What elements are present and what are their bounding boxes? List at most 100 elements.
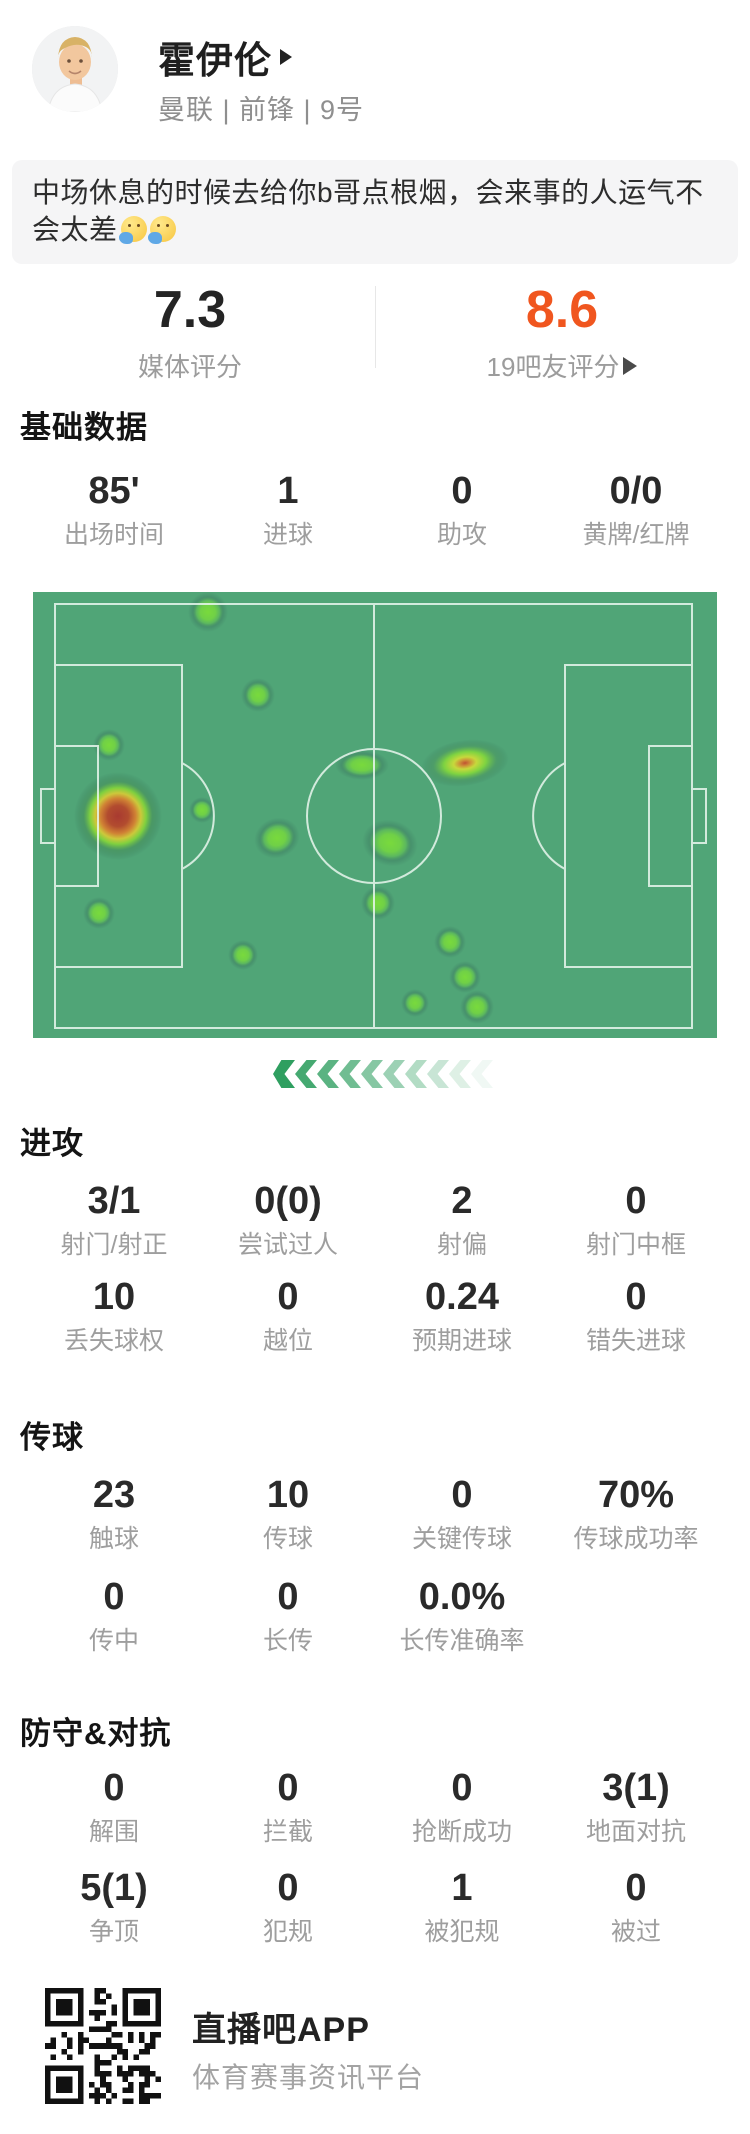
stat-cell: 5(1) 争顶	[27, 1865, 201, 1949]
stat-label: 抢断成功	[411, 1818, 512, 1846]
stat-label: 越位	[262, 1327, 313, 1355]
stat-cell: 0 关键传球	[375, 1472, 549, 1556]
fans-rating-label: 19吧友评分	[392, 347, 732, 384]
passing-stats-row: 23 触球 10 传球 0 关键传球 70% 传球成功率	[27, 1472, 723, 1556]
stat-label: 地面对抗	[585, 1818, 686, 1846]
stat-label: 传球成功率	[573, 1525, 699, 1553]
avatar	[32, 26, 118, 112]
heat-blob-green	[401, 989, 429, 1017]
section-title-defense: 防守&对抗	[20, 1716, 172, 1751]
stat-label: 被过	[610, 1918, 661, 1946]
stat-value: 5(1)	[80, 1867, 148, 1909]
heat-blob-green	[434, 926, 466, 958]
stat-label: 错失进球	[585, 1327, 686, 1355]
stat-cell: 0 拦截	[201, 1765, 375, 1849]
stat-value: 1	[451, 1867, 473, 1909]
name-expand-arrow-icon	[280, 49, 292, 65]
stat-cell: 3(1) 地面对抗	[549, 1765, 723, 1849]
heat-blobs	[74, 592, 509, 1024]
defense-stats-row: 5(1) 争顶 0 犯规 1 被犯规 0 被过	[27, 1865, 723, 1949]
stat-cell: 0/0 黄牌/红牌	[549, 468, 723, 552]
stat-cell: 0 解围	[27, 1765, 201, 1849]
stat-cell: 0.24 预期进球	[375, 1274, 549, 1358]
stat-label: 关键传球	[411, 1525, 512, 1553]
attack-direction-chevrons-icon	[273, 1060, 493, 1088]
basic-stats-row: 85' 出场时间 1 进球 0 助攻 0/0 黄牌/红牌	[27, 468, 723, 552]
stat-value: 0	[277, 1767, 299, 1809]
stat-cell: 1 进球	[201, 468, 375, 552]
stat-label: 射门/射正	[60, 1231, 168, 1259]
stat-value: 0	[277, 1276, 299, 1318]
stat-value: 70%	[597, 1474, 675, 1516]
attack-stats-row: 3/1 射门/射正 0(0) 尝试过人 2 射偏 0 射门中框	[27, 1178, 723, 1262]
stat-cell: 0 长传	[201, 1574, 375, 1658]
stat-label: 尝试过人	[237, 1231, 338, 1259]
stat-label: 射偏	[436, 1231, 487, 1259]
stat-value: 10	[92, 1276, 136, 1318]
stat-cell: 85' 出场时间	[27, 468, 201, 552]
heat-blob-hot	[421, 739, 509, 787]
stat-value: 0	[625, 1867, 647, 1909]
heat-blob-green	[460, 990, 494, 1024]
heat-blob-red	[74, 772, 162, 860]
stat-value: 3/1	[87, 1180, 141, 1222]
stat-value: 0	[277, 1576, 299, 1618]
stat-label: 传中	[88, 1627, 139, 1655]
stat-cell: 0 越位	[201, 1274, 375, 1358]
chevron-left-icon	[361, 1060, 383, 1088]
stat-cell: 0(0) 尝试过人	[201, 1178, 375, 1262]
stat-label: 长传	[262, 1627, 313, 1655]
heat-blob-green	[254, 817, 300, 859]
stat-cell: 0 助攻	[375, 468, 549, 552]
stat-value: 0	[451, 470, 473, 512]
stat-cell: 0 被过	[549, 1865, 723, 1949]
rating-divider	[375, 286, 376, 368]
fans-rating-value: 8.6	[525, 281, 599, 339]
stat-value: 0	[625, 1180, 647, 1222]
player-photo	[32, 26, 118, 112]
stat-value: 10	[266, 1474, 310, 1516]
fans-rating-arrow-icon	[623, 357, 638, 375]
stat-cell: 1 被犯规	[375, 1865, 549, 1949]
stat-value: 2	[451, 1180, 473, 1222]
praying-emoji	[118, 216, 147, 244]
qr-code	[45, 1988, 161, 2104]
player-name-text: 霍伊伦	[158, 40, 272, 81]
stat-label: 进球	[262, 521, 313, 549]
heat-blob-green	[228, 940, 258, 970]
stat-cell: 3/1 射门/射正	[27, 1178, 201, 1262]
stat-cell	[549, 1574, 723, 1658]
chevron-left-icon	[471, 1060, 493, 1088]
stat-value: 85'	[88, 470, 140, 512]
stat-value: 0.0%	[418, 1576, 506, 1618]
player-heatmap	[33, 592, 717, 1038]
media-rating-value: 7.3	[153, 281, 227, 339]
player-name[interactable]: 霍伊伦	[158, 30, 292, 84]
stat-label: 黄牌/红牌	[582, 521, 690, 549]
stat-label: 被犯规	[424, 1918, 500, 1946]
pitch-lines	[40, 603, 707, 1029]
stat-value: 0(0)	[254, 1180, 322, 1222]
heat-blob-green	[361, 886, 395, 920]
stat-label: 预期进球	[411, 1327, 512, 1355]
media-rating: 7.3 媒体评分	[20, 283, 360, 384]
stat-value: 0	[277, 1867, 299, 1909]
heat-blob-green	[188, 592, 228, 632]
stat-cell: 23 触球	[27, 1472, 201, 1556]
stat-value: 0/0	[609, 470, 663, 512]
heat-blob-green	[241, 678, 275, 712]
chevron-left-icon	[383, 1060, 405, 1088]
stat-cell: 0 传中	[27, 1574, 201, 1658]
heat-blob-green	[93, 729, 125, 761]
stat-cell: 0 错失进球	[549, 1274, 723, 1358]
stat-label: 触球	[88, 1525, 139, 1553]
chevron-left-icon	[405, 1060, 427, 1088]
fans-rating[interactable]: 8.6 19吧友评分	[392, 283, 732, 384]
attack-stats-row: 10 丢失球权 0 越位 0.24 预期进球 0 错失进球	[27, 1274, 723, 1358]
stat-value: 0	[103, 1767, 125, 1809]
chevron-left-icon	[339, 1060, 361, 1088]
chevron-left-icon	[449, 1060, 471, 1088]
stat-label: 出场时间	[63, 521, 164, 549]
stat-label: 射门中框	[585, 1231, 686, 1259]
